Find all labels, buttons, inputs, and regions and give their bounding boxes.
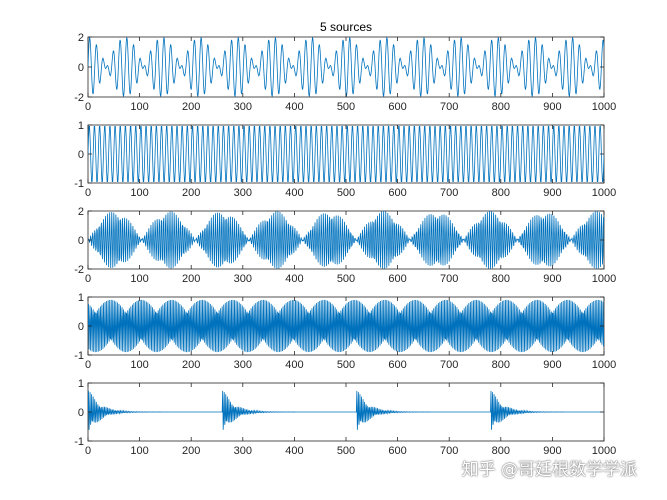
y-tick-label: -1: [74, 178, 84, 190]
x-tick-label: 1000: [592, 273, 616, 285]
x-tick-label: 700: [440, 445, 458, 457]
x-tick-label: 600: [388, 187, 406, 199]
y-tick-label: 2: [78, 32, 84, 44]
x-tick-label: 700: [440, 101, 458, 113]
x-tick-label: 400: [285, 273, 303, 285]
series-line: [88, 126, 604, 182]
x-tick-label: 800: [492, 101, 510, 113]
x-tick-label: 800: [492, 273, 510, 285]
x-tick-label: 1000: [592, 445, 616, 457]
x-tick-label: 400: [285, 445, 303, 457]
subplot-4: 0 100 200 300 400 500 600 700 800 900 1000-101: [74, 292, 616, 371]
x-tick-label: 300: [234, 273, 252, 285]
x-tick-label: 500: [337, 273, 355, 285]
y-tick-label: 0: [78, 149, 84, 161]
subplot-5: 0 100 200 300 400 500 600 700 800 900 1000-101: [74, 378, 616, 457]
x-tick-label: 0: [85, 101, 91, 113]
y-tick-label: 2: [78, 206, 84, 218]
x-tick-label: 300: [234, 187, 252, 199]
subplot-2: 0 100 200 300 400 500 600 700 800 900 1000-101: [74, 120, 616, 199]
y-tick-label: 1: [78, 378, 84, 390]
x-tick-label: 0: [85, 187, 91, 199]
y-tick-label: 0: [78, 235, 84, 247]
x-tick-label: 200: [182, 445, 200, 457]
x-tick-label: 500: [337, 101, 355, 113]
x-tick-label: 700: [440, 359, 458, 371]
x-tick-label: 0: [85, 359, 91, 371]
y-tick-label: -2: [74, 92, 84, 104]
x-tick-label: 900: [543, 359, 561, 371]
series-line: [88, 211, 604, 269]
series-line: [88, 299, 604, 353]
x-tick-label: 100: [130, 359, 148, 371]
x-tick-label: 100: [130, 273, 148, 285]
x-tick-label: 900: [543, 273, 561, 285]
plot-area: [87, 36, 605, 98]
x-tick-label: 300: [234, 445, 252, 457]
x-tick-label: 800: [492, 187, 510, 199]
chart-title: 5 sources: [320, 20, 372, 34]
x-tick-label: 500: [337, 187, 355, 199]
y-tick-label: -1: [74, 350, 84, 362]
y-tick-label: 1: [78, 120, 84, 132]
x-tick-label: 900: [543, 445, 561, 457]
y-tick-label: 1: [78, 292, 84, 304]
x-tick-label: 300: [234, 101, 252, 113]
x-tick-label: 0: [85, 445, 91, 457]
x-tick-label: 500: [337, 359, 355, 371]
x-tick-label: 200: [182, 273, 200, 285]
x-tick-label: 1000: [592, 101, 616, 113]
x-tick-label: 100: [130, 101, 148, 113]
y-tick-label: -1: [74, 436, 84, 448]
x-tick-label: 400: [285, 101, 303, 113]
x-tick-label: 800: [492, 359, 510, 371]
x-tick-label: 900: [543, 187, 561, 199]
watermark: 知乎 @哥廷根数学学派: [461, 460, 637, 480]
y-tick-label: 0: [78, 407, 84, 419]
x-tick-label: 0: [85, 273, 91, 285]
x-tick-label: 400: [285, 359, 303, 371]
subplot-3: 0 100 200 300 400 500 600 700 800 900 1000-202: [74, 206, 616, 285]
x-tick-label: 600: [388, 359, 406, 371]
x-tick-label: 600: [388, 101, 406, 113]
x-tick-label: 100: [130, 445, 148, 457]
x-tick-label: 700: [440, 273, 458, 285]
x-tick-label: 200: [182, 187, 200, 199]
x-tick-label: 600: [388, 273, 406, 285]
x-tick-label: 400: [285, 187, 303, 199]
x-tick-label: 100: [130, 187, 148, 199]
x-tick-label: 1000: [592, 187, 616, 199]
x-tick-label: 1000: [592, 359, 616, 371]
x-tick-label: 200: [182, 359, 200, 371]
x-tick-label: 500: [337, 445, 355, 457]
x-tick-label: 800: [492, 445, 510, 457]
x-tick-label: 200: [182, 101, 200, 113]
x-tick-label: 600: [388, 445, 406, 457]
x-tick-label: 300: [234, 359, 252, 371]
x-tick-label: 700: [440, 187, 458, 199]
x-tick-label: 900: [543, 101, 561, 113]
y-tick-label: -2: [74, 264, 84, 276]
series-line: [88, 390, 604, 430]
y-tick-label: 0: [78, 62, 84, 74]
y-tick-label: 0: [78, 321, 84, 333]
